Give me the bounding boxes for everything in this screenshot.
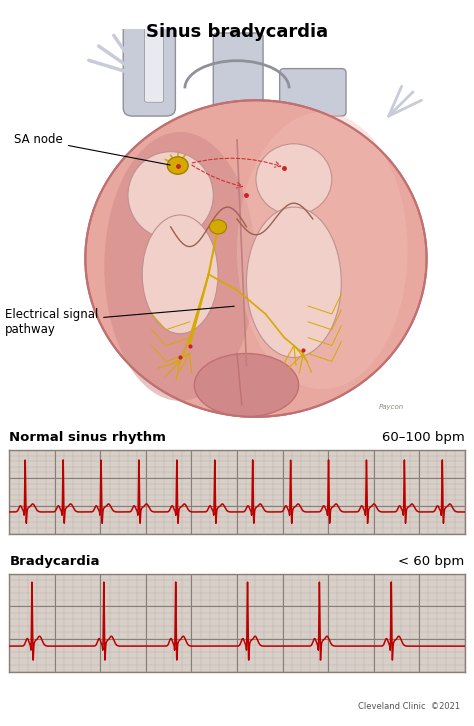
Ellipse shape [194, 354, 299, 417]
Text: Cleveland Clinic  ©2021: Cleveland Clinic ©2021 [358, 703, 460, 711]
Ellipse shape [128, 152, 213, 239]
Ellipse shape [256, 144, 332, 215]
Text: Electrical signal
pathway: Electrical signal pathway [5, 306, 234, 336]
Ellipse shape [104, 132, 256, 401]
Ellipse shape [246, 207, 341, 357]
FancyBboxPatch shape [280, 69, 346, 116]
Ellipse shape [85, 100, 427, 417]
FancyBboxPatch shape [213, 33, 263, 120]
Ellipse shape [237, 112, 408, 389]
Circle shape [167, 157, 188, 174]
Text: Bradycardia: Bradycardia [9, 555, 100, 568]
Circle shape [210, 220, 227, 234]
Ellipse shape [142, 215, 218, 334]
Text: Paycon: Paycon [379, 404, 404, 410]
Text: Sinus bradycardia: Sinus bradycardia [146, 23, 328, 41]
Text: < 60 bpm: < 60 bpm [398, 555, 465, 568]
Text: 60–100 bpm: 60–100 bpm [382, 431, 465, 444]
FancyBboxPatch shape [123, 13, 175, 116]
Text: SA node: SA node [14, 134, 170, 165]
Text: Normal sinus rhythm: Normal sinus rhythm [9, 431, 166, 444]
FancyBboxPatch shape [145, 27, 164, 102]
